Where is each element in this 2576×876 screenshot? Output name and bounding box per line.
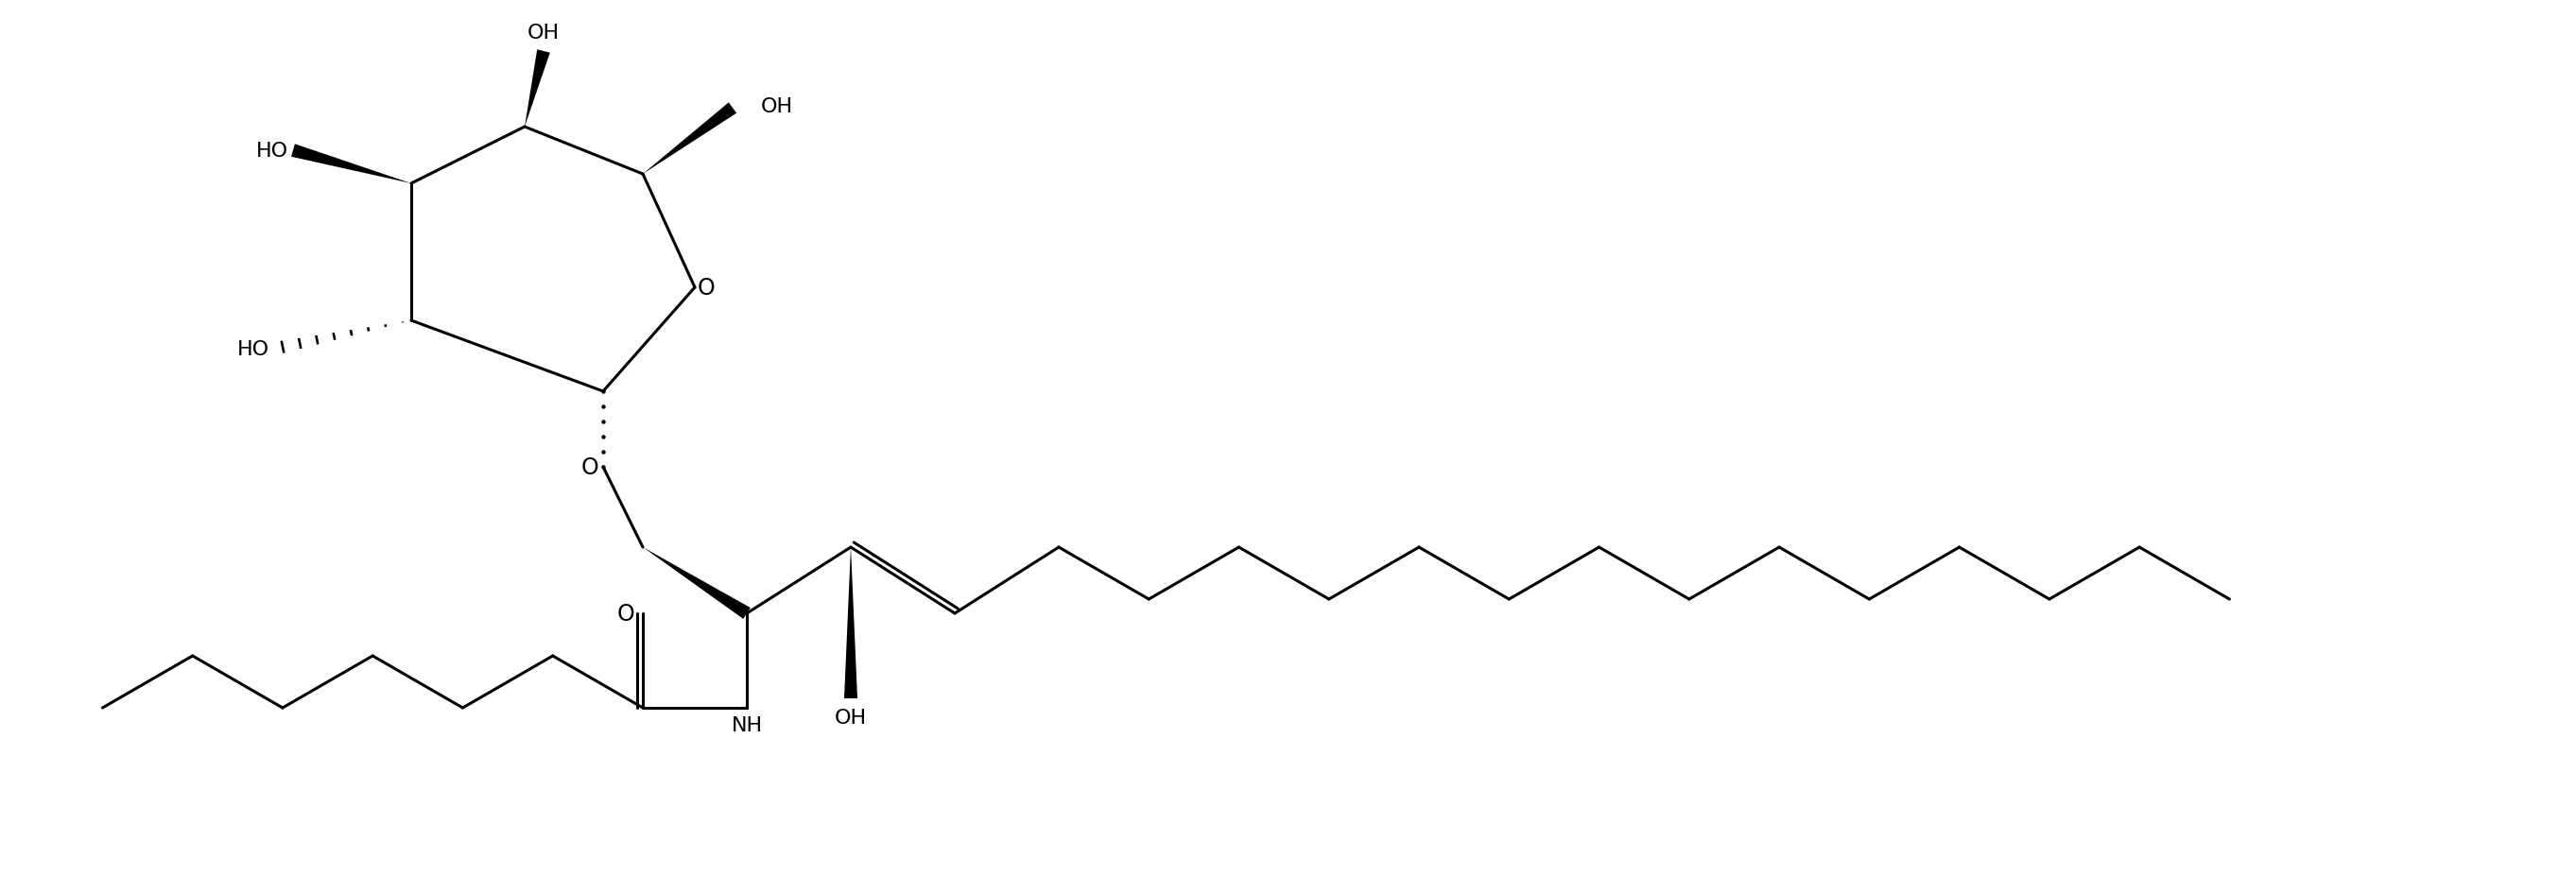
Polygon shape <box>291 145 412 184</box>
Text: O: O <box>616 603 634 625</box>
Text: OH: OH <box>760 97 793 117</box>
Text: OH: OH <box>528 24 559 42</box>
Polygon shape <box>526 50 551 127</box>
Text: O: O <box>582 456 598 478</box>
Polygon shape <box>644 548 750 619</box>
Polygon shape <box>644 103 737 174</box>
Text: NH: NH <box>732 716 762 734</box>
Text: OH: OH <box>835 708 868 727</box>
Text: HO: HO <box>237 340 270 358</box>
Text: O: O <box>698 277 716 300</box>
Text: HO: HO <box>255 142 289 160</box>
Polygon shape <box>845 548 858 698</box>
